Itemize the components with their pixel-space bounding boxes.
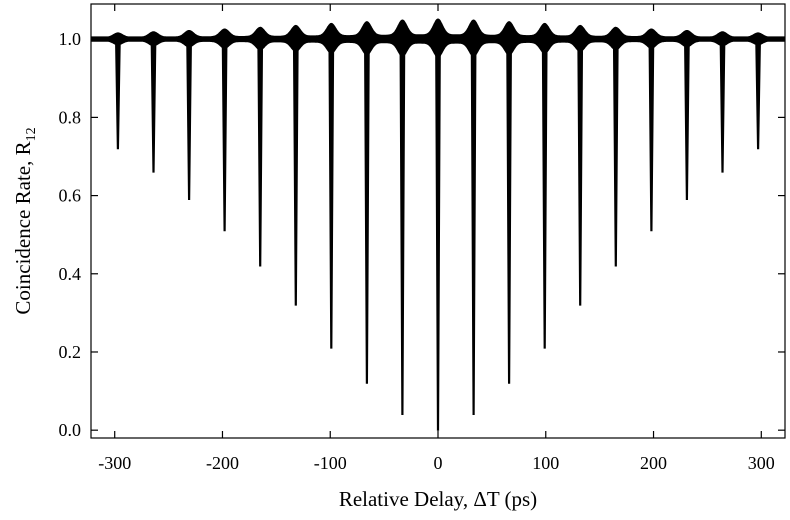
dip-mark (186, 38, 193, 200)
x-tick-label: 300 (748, 453, 775, 473)
y-axis-ticks: 0.0 0.2 0.4 0.6 0.8 1.0 (59, 29, 785, 440)
y-tick-label: 0.2 (59, 342, 82, 362)
dip-mark (292, 38, 299, 306)
dip-mark (612, 38, 619, 267)
x-tick-label: -300 (98, 453, 131, 473)
dip-mark (683, 38, 690, 200)
dip-mark (150, 38, 157, 173)
dip-mark (470, 38, 477, 415)
y-axis-title-subscript: 12 (24, 127, 39, 141)
dip-mark (114, 38, 121, 150)
dip-mark (541, 38, 548, 349)
y-tick-label: 1.0 (59, 29, 82, 49)
dip-mark (328, 38, 335, 349)
dip-mark (755, 38, 762, 150)
dip-mark (363, 38, 370, 384)
y-axis-title-main: Coincidence Rate, R (11, 141, 35, 314)
x-tick-label: 100 (532, 453, 559, 473)
trace-layer (90, 18, 786, 431)
dip-mark (719, 38, 726, 173)
dip-mark (221, 38, 228, 232)
x-tick-label: -100 (314, 453, 347, 473)
dip-mark (257, 38, 264, 267)
y-tick-label: 0.6 (59, 186, 82, 206)
y-tick-label: 0.8 (59, 107, 82, 127)
y-tick-label: 0.0 (59, 420, 82, 440)
x-axis-ticks: -300 -200 -100 0 100 200 300 (98, 4, 775, 473)
x-tick-label: 0 (434, 453, 443, 473)
dip-mark (399, 38, 406, 415)
dip-mark (435, 38, 441, 431)
dip-mark (577, 38, 584, 306)
dip-mark (506, 38, 513, 384)
x-tick-label: 200 (640, 453, 667, 473)
dip-mark (648, 38, 655, 232)
x-axis-title: Relative Delay, ΔT (ps) (339, 487, 537, 511)
y-tick-label: 0.4 (59, 264, 82, 284)
y-axis-title: Coincidence Rate, R12 (11, 127, 39, 314)
x-tick-label: -200 (206, 453, 239, 473)
